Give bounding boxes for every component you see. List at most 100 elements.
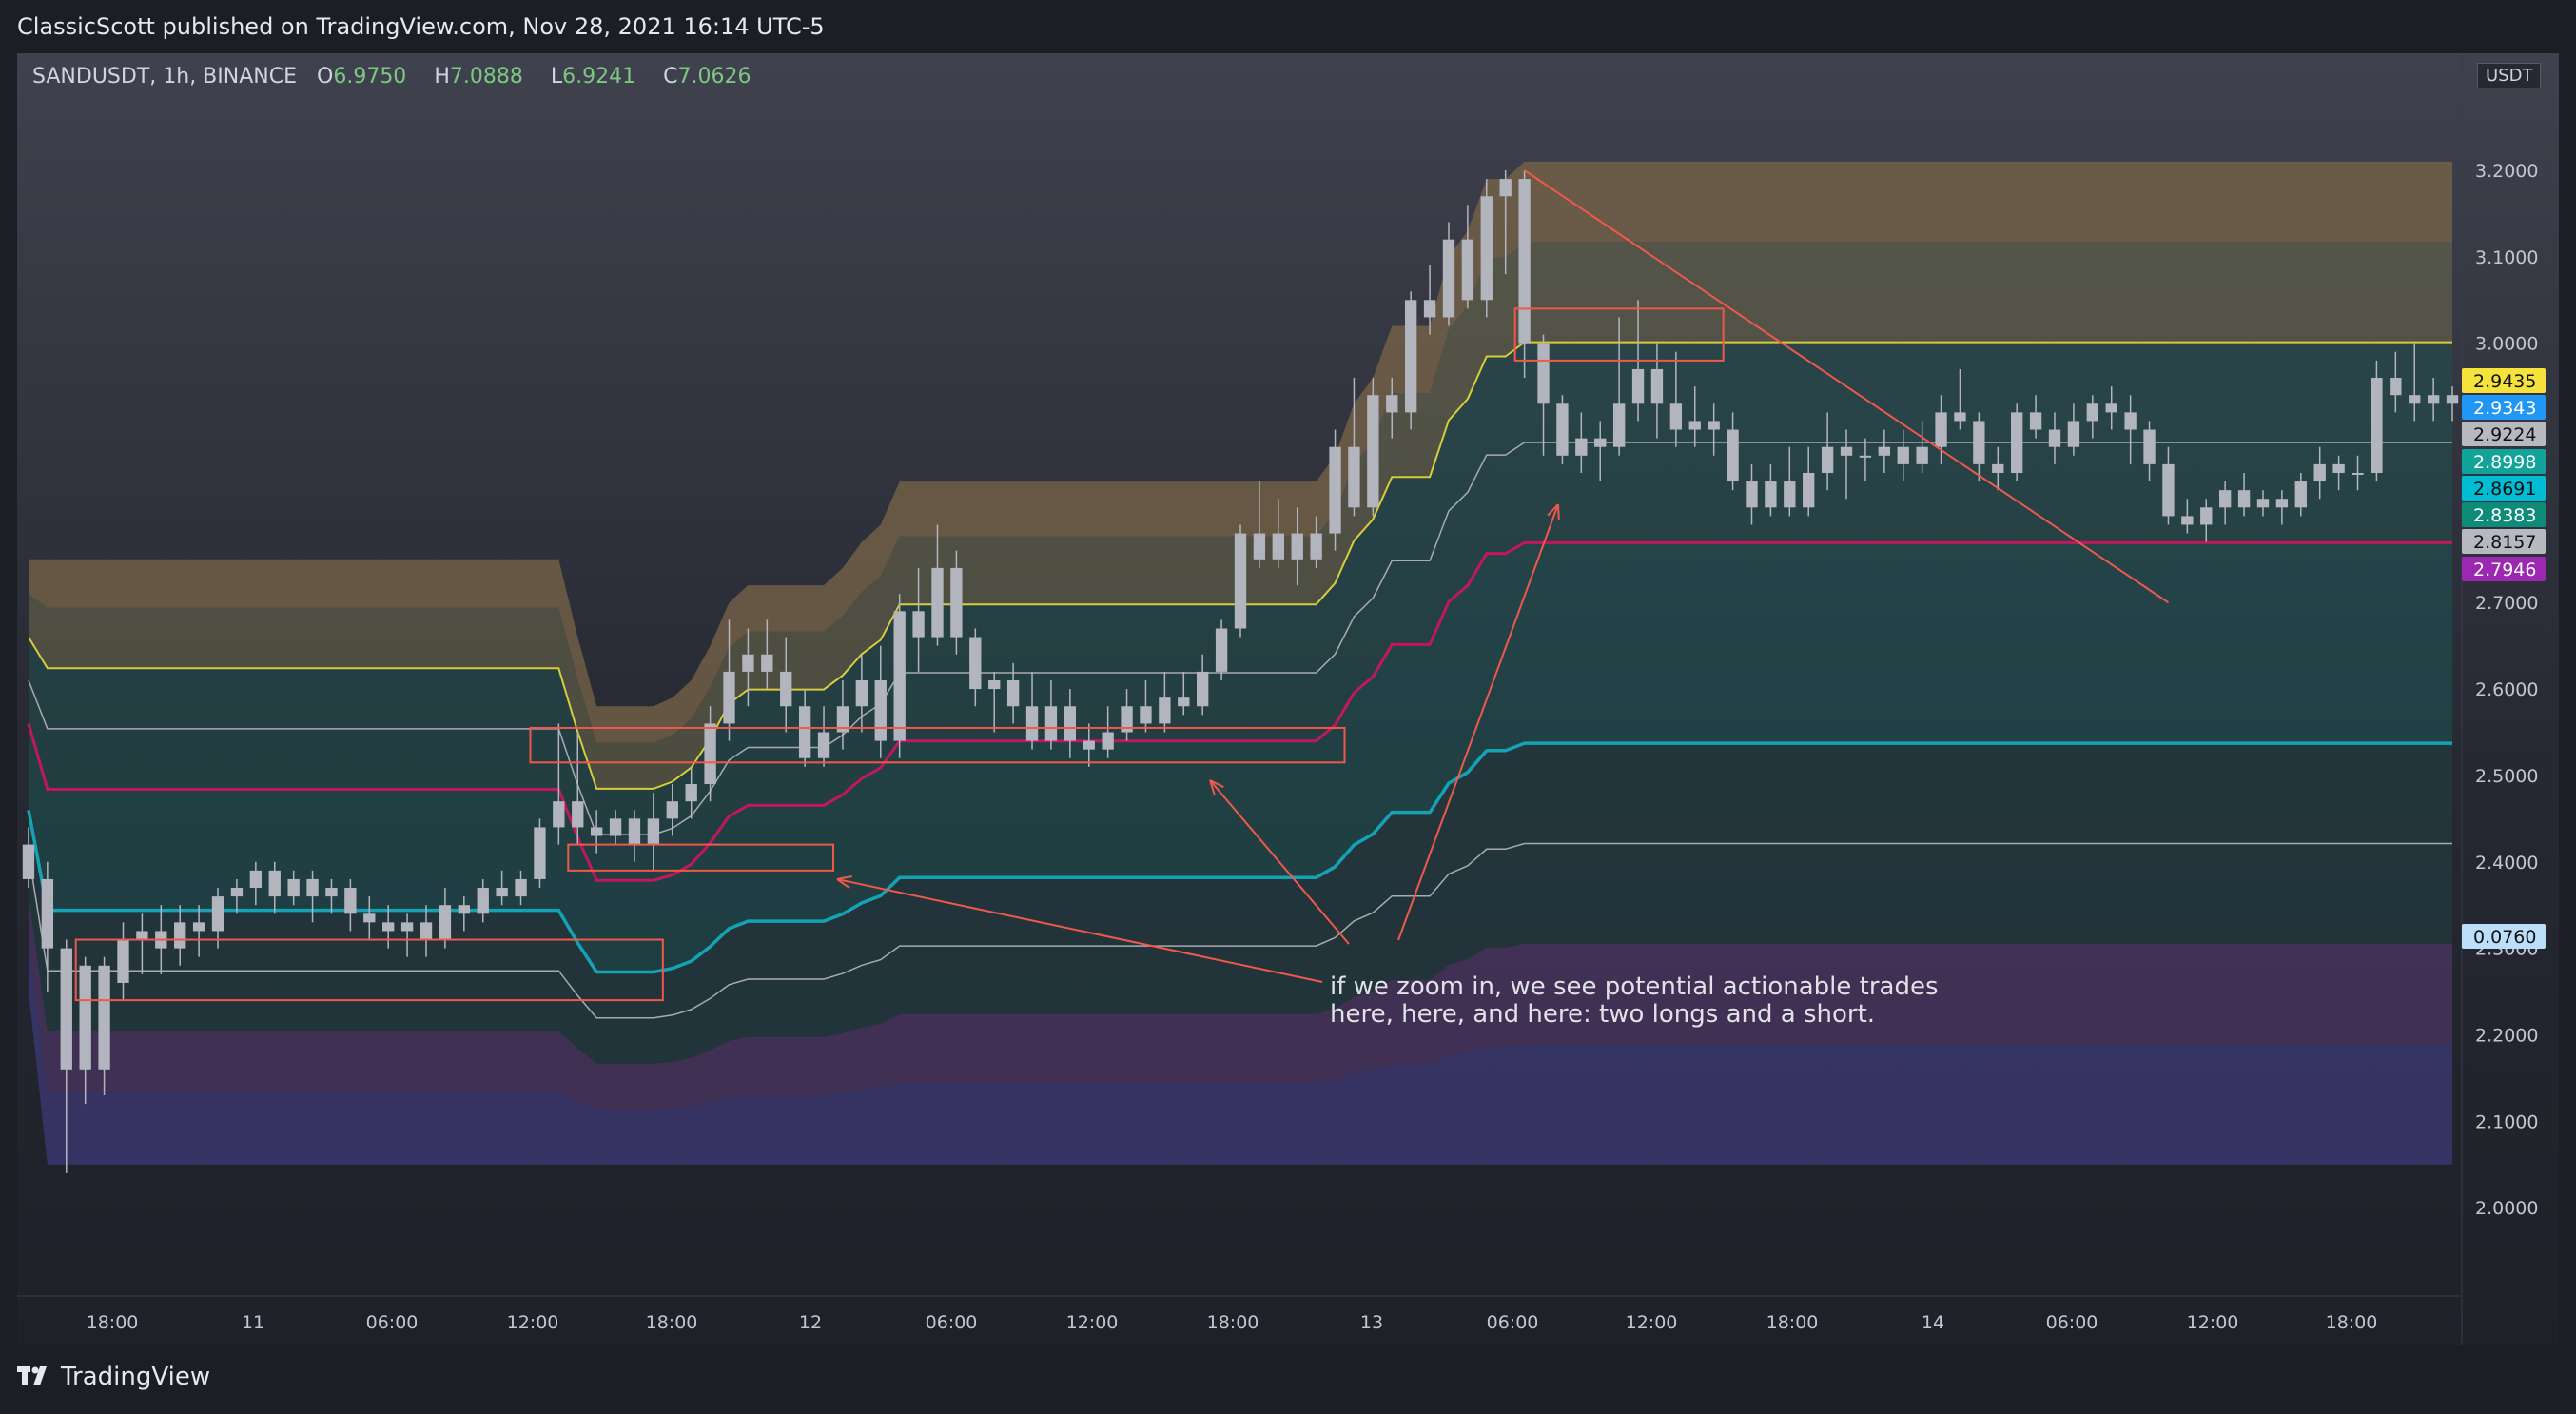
annotation-arrow-long-1-head bbox=[836, 874, 852, 889]
tradingview-logo-icon bbox=[17, 1366, 47, 1385]
candle-body bbox=[1954, 412, 1966, 422]
candle-body bbox=[2143, 429, 2156, 464]
x-tick-label: 18:00 bbox=[2326, 1312, 2378, 1333]
candle-body bbox=[912, 611, 925, 638]
tradingview-logo[interactable]: TradingView bbox=[17, 1363, 210, 1391]
candle-body bbox=[1140, 706, 1152, 724]
currency-button[interactable]: USDT bbox=[2477, 63, 2542, 88]
candle-body bbox=[496, 888, 508, 897]
price-label-bg bbox=[2462, 368, 2546, 393]
x-tick-label: 14 bbox=[1922, 1312, 1944, 1333]
y-tick-label: 2.4000 bbox=[2475, 853, 2538, 874]
candle-body bbox=[420, 922, 433, 940]
candle-body bbox=[1329, 446, 1341, 534]
candle-body bbox=[136, 931, 148, 940]
candle-body bbox=[855, 680, 868, 707]
x-tick-label: 06:00 bbox=[2046, 1312, 2098, 1333]
zone-lower-teal bbox=[29, 743, 2452, 1064]
candle-body bbox=[1253, 533, 1266, 560]
candle-body bbox=[1650, 368, 1664, 404]
price-label: 2.8383 bbox=[2473, 505, 2536, 526]
candle-body bbox=[1044, 706, 1058, 741]
candle-body bbox=[1631, 368, 1645, 404]
candle-body bbox=[22, 844, 35, 879]
zone-upper-brown bbox=[29, 161, 2452, 743]
zone-upper-olive bbox=[29, 242, 2452, 789]
candle-body bbox=[817, 732, 830, 758]
candle-body bbox=[647, 818, 660, 845]
candle-body bbox=[590, 827, 603, 836]
candle-body bbox=[1159, 697, 1171, 724]
candle-body bbox=[1727, 429, 1739, 482]
band-line-grey-lower bbox=[28, 842, 2452, 1019]
candle-body bbox=[2048, 429, 2061, 447]
candle-body bbox=[1821, 446, 1834, 473]
candle-body bbox=[1461, 239, 1474, 301]
candle-body bbox=[1386, 395, 1398, 413]
candle-body bbox=[2390, 378, 2402, 396]
candle-body bbox=[400, 922, 414, 932]
candle-body bbox=[2237, 490, 2251, 508]
low-value: 6.9241 bbox=[562, 65, 636, 88]
x-tick-label: 18:00 bbox=[87, 1312, 139, 1333]
candle-body bbox=[2446, 395, 2459, 404]
price-label: 2.9435 bbox=[2473, 371, 2536, 392]
top-bar: ClassicScott published on TradingView.co… bbox=[0, 0, 2576, 53]
price-label: 2.8998 bbox=[2473, 452, 2536, 473]
candle-body bbox=[534, 827, 546, 879]
candle-body bbox=[1442, 239, 1455, 318]
candle-body bbox=[477, 888, 489, 914]
candle-body bbox=[798, 706, 811, 758]
annotation-line-2: here, here, and here: two longs and a sh… bbox=[1330, 1000, 1876, 1029]
candle-body bbox=[2200, 507, 2213, 525]
close-label: C bbox=[663, 65, 678, 88]
x-tick-label: 12:00 bbox=[1626, 1312, 1678, 1333]
price-label: 2.8157 bbox=[2473, 532, 2536, 553]
x-tick-label: 12:00 bbox=[507, 1312, 559, 1333]
annotation-arrow-long-1 bbox=[836, 878, 1323, 983]
candle-body bbox=[1215, 628, 1228, 672]
candle-body bbox=[98, 965, 110, 1070]
candle-body bbox=[1916, 446, 1928, 464]
price-label-bg bbox=[2462, 449, 2546, 474]
symbol-label: SANDUSDT, 1h, BINANCE bbox=[32, 65, 297, 88]
price-label: 0.0760 bbox=[2473, 927, 2536, 948]
candle-body bbox=[363, 913, 376, 923]
candle-body bbox=[572, 801, 584, 828]
price-label-bg bbox=[2462, 422, 2546, 446]
candle-body bbox=[2371, 378, 2383, 473]
candle-body bbox=[1688, 421, 1701, 430]
candle-body bbox=[211, 896, 224, 932]
candle-body bbox=[1006, 680, 1020, 707]
candle-body bbox=[2105, 403, 2117, 413]
annotation-box bbox=[567, 843, 834, 872]
annotation-arrow-long-2-head bbox=[1209, 779, 1224, 795]
candle-body bbox=[515, 878, 527, 897]
candle-body bbox=[1575, 438, 1588, 456]
candle-body bbox=[2275, 499, 2289, 508]
candle-body bbox=[1367, 395, 1379, 508]
price-chart[interactable]: 2.00002.10002.20002.30002.40002.50002.60… bbox=[0, 0, 2576, 1345]
candle-body bbox=[2218, 490, 2232, 508]
zone-lower-purple bbox=[29, 896, 2452, 1110]
candle-body bbox=[704, 723, 716, 785]
candle-body bbox=[1480, 196, 1493, 301]
candle-body bbox=[2011, 412, 2023, 473]
candle-body bbox=[969, 637, 982, 690]
x-tick-label: 06:00 bbox=[926, 1312, 978, 1333]
candle-body bbox=[2256, 499, 2270, 508]
candle-body bbox=[723, 671, 735, 724]
candle-body bbox=[1025, 706, 1039, 741]
candle-body bbox=[2332, 463, 2345, 473]
candle-body bbox=[2409, 395, 2421, 404]
candle-body bbox=[1669, 403, 1683, 430]
candle-body bbox=[1423, 300, 1436, 318]
zone-middle-teal bbox=[29, 542, 2452, 972]
candle-body bbox=[1556, 403, 1569, 456]
candle-body bbox=[1878, 446, 1891, 456]
candle-body bbox=[174, 922, 186, 949]
price-label: 2.8691 bbox=[2473, 479, 2536, 500]
y-tick-label: 3.1000 bbox=[2475, 247, 2538, 268]
candle-body bbox=[325, 888, 338, 897]
symbol-legend: SANDUSDT, 1h, BINANCE O6.9750 H7.0888 L6… bbox=[32, 65, 771, 88]
